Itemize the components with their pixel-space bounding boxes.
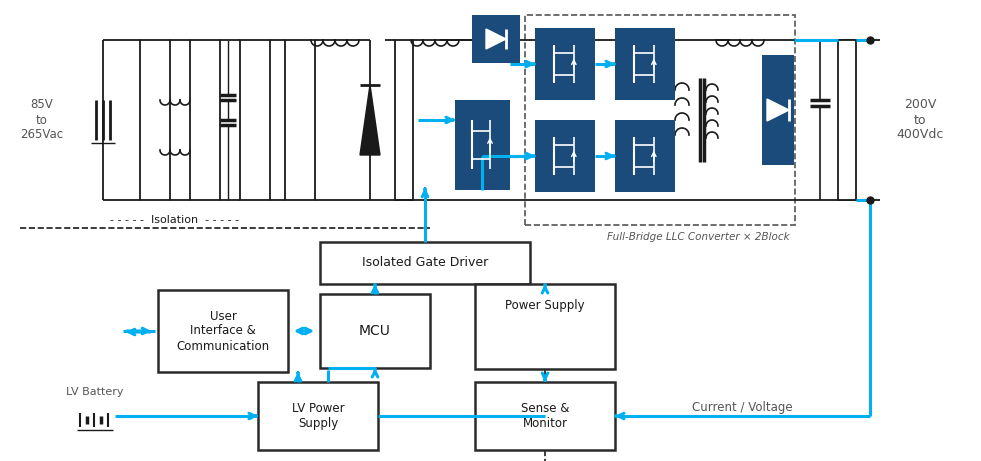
- Polygon shape: [767, 99, 789, 121]
- Bar: [615, 120, 675, 192]
- Bar: [475, 382, 615, 450]
- Bar: [475, 284, 615, 369]
- Bar: [455, 100, 510, 190]
- Text: - - - - -  Isolation  - - - - -: - - - - - Isolation - - - - -: [111, 215, 239, 225]
- Bar: [320, 294, 430, 368]
- Bar: [140, 40, 170, 200]
- Bar: [472, 15, 520, 63]
- Bar: [258, 382, 378, 450]
- Polygon shape: [360, 85, 380, 155]
- Text: Power Supply: Power Supply: [505, 300, 585, 313]
- Bar: [158, 290, 288, 372]
- Text: 200V
to
400Vdc: 200V to 400Vdc: [897, 99, 944, 142]
- Bar: [320, 242, 530, 284]
- Bar: [525, 15, 795, 225]
- Text: 85V
to
265Vac: 85V to 265Vac: [21, 99, 64, 142]
- Text: LV Power
Supply: LV Power Supply: [291, 402, 344, 430]
- Text: Isolated Gate Driver: Isolated Gate Driver: [362, 256, 489, 270]
- Text: Current / Voltage: Current / Voltage: [692, 402, 793, 414]
- Text: MCU: MCU: [359, 324, 391, 338]
- Text: Sense &
Monitor: Sense & Monitor: [521, 402, 569, 430]
- Text: Full-Bridge LLC Converter × 2Block: Full-Bridge LLC Converter × 2Block: [607, 232, 790, 242]
- Bar: [395, 40, 413, 200]
- Bar: [535, 28, 595, 100]
- Bar: [285, 40, 315, 200]
- Polygon shape: [486, 29, 506, 49]
- Text: User
Interface &
Communication: User Interface & Communication: [177, 309, 270, 353]
- Bar: [615, 28, 675, 100]
- Bar: [535, 120, 595, 192]
- Bar: [762, 55, 794, 165]
- Bar: [838, 40, 856, 200]
- Bar: [240, 40, 270, 200]
- Text: LV Battery: LV Battery: [67, 387, 124, 397]
- Bar: [190, 40, 220, 200]
